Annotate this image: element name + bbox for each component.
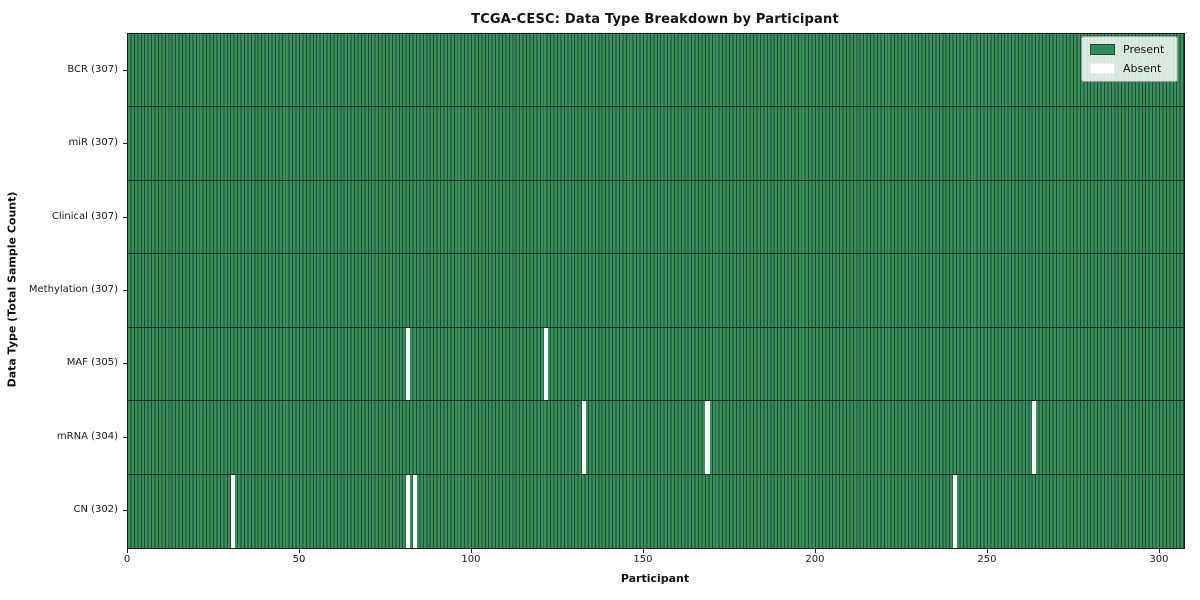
- y-tick-mark-Methylation: [123, 290, 127, 291]
- x-tick-label-150: 150: [633, 554, 653, 565]
- x-tick-mark-0: [127, 549, 128, 553]
- absent-gap-mRNA-168: [705, 401, 710, 474]
- x-tick-mark-150: [642, 549, 644, 553]
- y-tick-mark-CN: [123, 510, 127, 512]
- absent-gap-mRNA-132: [581, 401, 586, 474]
- x-tick-label-200: 200: [805, 554, 825, 565]
- row-Methylation: [128, 254, 1184, 328]
- y-tick-label-miR: miR (307): [68, 137, 118, 149]
- absent-gap-CN-83: [413, 474, 418, 548]
- y-tick-label-BCR: BCR (307): [67, 63, 118, 75]
- x-tick-label-300: 300: [1149, 554, 1169, 565]
- y-tick-label-mRNA: mRNA (304): [56, 430, 118, 442]
- legend-absent-label: Absent: [1123, 62, 1162, 75]
- x-tick-label-50: 50: [292, 554, 306, 565]
- x-axis-label: Participant: [620, 572, 690, 585]
- absent-gap-CN-240: [953, 474, 958, 548]
- row-CN: [128, 474, 1184, 548]
- x-tick-label-0: 0: [123, 554, 131, 565]
- chart-title: TCGA-CESC: Data Type Breakdown by Partic…: [471, 12, 839, 27]
- row-MAF: [128, 327, 1184, 402]
- row-Clinical: [128, 180, 1184, 255]
- y-tick-mark-BCR: [123, 69, 127, 71]
- y-tick-mark-mRNA: [123, 436, 127, 438]
- y-tick-mark-Clinical: [123, 216, 127, 218]
- legend-present-label: Present: [1123, 43, 1165, 56]
- absent-gap-CN-81: [406, 474, 411, 548]
- y-tick-label-CN: CN (302): [73, 504, 118, 516]
- legend-item-present: Present: [1090, 43, 1164, 56]
- y-tick-mark-miR: [123, 143, 127, 145]
- legend-absent-swatch: [1090, 63, 1115, 74]
- absent-gap-MAF-121: [543, 327, 548, 401]
- row-mRNA: [128, 401, 1184, 475]
- y-tick-label-MAF: MAF (305): [66, 357, 118, 369]
- x-tick-mark-200: [814, 549, 816, 553]
- y-tick-label-Clinical: Clinical (307): [51, 210, 118, 222]
- y-tick-mark-MAF: [123, 363, 127, 365]
- row-BCR: [128, 34, 1184, 108]
- x-tick-mark-50: [298, 549, 300, 553]
- x-tick-label-100: 100: [461, 554, 481, 565]
- absent-gap-CN-30: [230, 474, 235, 548]
- x-tick-mark-300: [1158, 549, 1160, 553]
- legend-item-absent: Absent: [1090, 62, 1164, 75]
- plot-area: [127, 33, 1185, 549]
- x-tick-mark-250: [986, 549, 988, 553]
- x-tick-mark-100: [470, 549, 472, 553]
- legend-present-swatch: [1090, 44, 1115, 55]
- absent-gap-MAF-81: [406, 327, 411, 401]
- legend: Present Absent: [1081, 36, 1179, 82]
- x-tick-label-250: 250: [977, 554, 997, 565]
- absent-gap-mRNA-263: [1032, 401, 1037, 474]
- y-tick-label-Methylation: Methylation (307): [28, 284, 118, 295]
- row-miR: [128, 107, 1184, 181]
